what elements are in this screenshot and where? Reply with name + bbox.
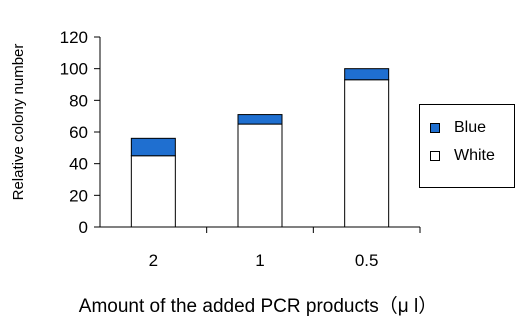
bar-white-0.5 bbox=[344, 79, 390, 228]
legend-swatch-blue bbox=[430, 123, 440, 133]
legend-swatch-white bbox=[430, 151, 440, 161]
x-tick-label: 1 bbox=[255, 251, 264, 270]
y-tick-label: 20 bbox=[69, 186, 88, 205]
bar-white-2 bbox=[130, 155, 176, 228]
bar-blue-1 bbox=[237, 114, 283, 125]
legend: Blue White bbox=[419, 104, 515, 188]
legend-label-blue: Blue bbox=[454, 119, 487, 136]
bar-blue-2 bbox=[130, 137, 176, 157]
y-tick-label: 100 bbox=[60, 60, 88, 79]
y-tick-label: 40 bbox=[69, 155, 88, 174]
plot-area bbox=[99, 37, 420, 228]
y-tick-label: 60 bbox=[69, 123, 88, 142]
x-tick-label: 0.5 bbox=[355, 251, 379, 270]
bar-white-1 bbox=[237, 123, 283, 228]
y-tick-label: 120 bbox=[60, 28, 88, 47]
legend-item-blue: Blue bbox=[430, 118, 486, 138]
x-tick-label: 2 bbox=[149, 251, 158, 270]
y-tick-label: 80 bbox=[69, 91, 88, 110]
y-axis-label: Relative colony number bbox=[10, 44, 27, 201]
x-axis-label: Amount of the added PCR products（μ l） bbox=[79, 295, 437, 317]
legend-item-white: White bbox=[430, 146, 495, 166]
y-axis-ticks: 0 20 40 60 80 100 120 bbox=[60, 28, 100, 237]
x-axis-ticks: 2 1 0.5 bbox=[149, 227, 421, 270]
bar-blue-0.5 bbox=[344, 68, 390, 81]
legend-label-white: White bbox=[454, 147, 495, 164]
y-tick-label: 0 bbox=[79, 218, 88, 237]
